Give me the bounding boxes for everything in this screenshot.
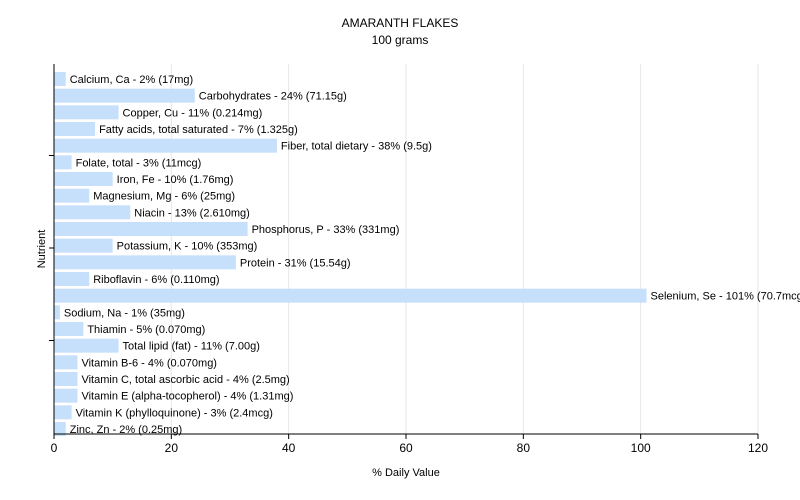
- bar-label: Niacin - 13% (2.610mg): [134, 207, 250, 219]
- x-tick-label: 20: [165, 441, 179, 455]
- x-tick-label: 80: [517, 441, 531, 455]
- bar: [54, 105, 119, 120]
- bar: [54, 138, 277, 153]
- bar-label: Zinc, Zn - 2% (0.25mg): [70, 424, 182, 436]
- bar: [54, 72, 66, 86]
- bar-label: Folate, total - 3% (11mcg): [76, 157, 202, 169]
- bars: Calcium, Ca - 2% (17mg) Carbohydrates - 2…: [54, 72, 800, 436]
- y-axis-label: Nutrient: [36, 230, 48, 269]
- x-axis-label: % Daily Value: [372, 467, 440, 479]
- bar-label: Iron, Fe - 10% (1.76mg): [117, 174, 234, 186]
- bar-label: Phosphorus, P - 33% (331mg): [252, 224, 400, 236]
- bar: [54, 355, 78, 370]
- chart-subtitle: 100 grams: [372, 33, 429, 47]
- bar-label: Vitamin C, total ascorbic acid - 4% (2.5…: [81, 374, 289, 386]
- bar-label: Protein - 31% (15.54g): [240, 257, 351, 269]
- bar-label: Fatty acids, total saturated - 7% (1.325…: [99, 124, 298, 136]
- bar-label: Calcium, Ca - 2% (17mg): [70, 74, 193, 86]
- bar: [54, 188, 90, 203]
- x-tick-label: 0: [51, 441, 58, 455]
- bar-label: Magnesium, Mg - 6% (25mg): [93, 191, 235, 203]
- bar-label: Vitamin E (alpha-tocopherol) - 4% (1.31m…: [81, 391, 293, 403]
- bar: [54, 422, 66, 436]
- bar: [54, 205, 131, 220]
- x-tick-label: 40: [282, 441, 296, 455]
- bar: [54, 288, 647, 303]
- chart-title: AMARANTH FLAKES: [342, 16, 459, 30]
- bar-label: Carbohydrates - 24% (71.15g): [199, 91, 347, 103]
- bar-label: Vitamin K (phylloquinone) - 3% (2.4mcg): [76, 407, 273, 419]
- bar: [54, 155, 72, 170]
- bar: [54, 372, 78, 386]
- bar-label: Sodium, Na - 1% (35mg): [64, 307, 185, 319]
- bar: [54, 305, 60, 320]
- bar-label: Selenium, Se - 101% (70.7mcg): [651, 291, 800, 303]
- x-tick-label: 100: [631, 441, 651, 455]
- bar-label: Riboflavin - 6% (0.110mg): [93, 274, 219, 286]
- bar: [54, 172, 113, 186]
- bar: [54, 238, 113, 253]
- x-tick-label: 60: [399, 441, 413, 455]
- bar-label: Copper, Cu - 11% (0.214mg): [123, 107, 263, 119]
- axes: 0 20 40 60 80 100 120: [49, 64, 768, 455]
- bar-label: Fiber, total dietary - 38% (9.5g): [281, 141, 432, 153]
- bar: [54, 88, 195, 103]
- bar-label: Potassium, K - 10% (353mg): [117, 241, 258, 253]
- bar: [54, 338, 119, 353]
- bar: [54, 255, 236, 270]
- x-tick-label: 120: [748, 441, 768, 455]
- bar: [54, 322, 84, 336]
- bar-label: Total lipid (fat) - 11% (7.00g): [123, 341, 260, 353]
- bar: [54, 272, 90, 286]
- bar: [54, 405, 72, 420]
- grid-lines: [170, 64, 759, 434]
- bar: [54, 388, 78, 403]
- bar-label: Thiamin - 5% (0.070mg): [87, 324, 205, 336]
- bar-label: Vitamin B-6 - 4% (0.070mg): [81, 357, 217, 369]
- bar: [54, 122, 96, 136]
- bar: [54, 222, 248, 236]
